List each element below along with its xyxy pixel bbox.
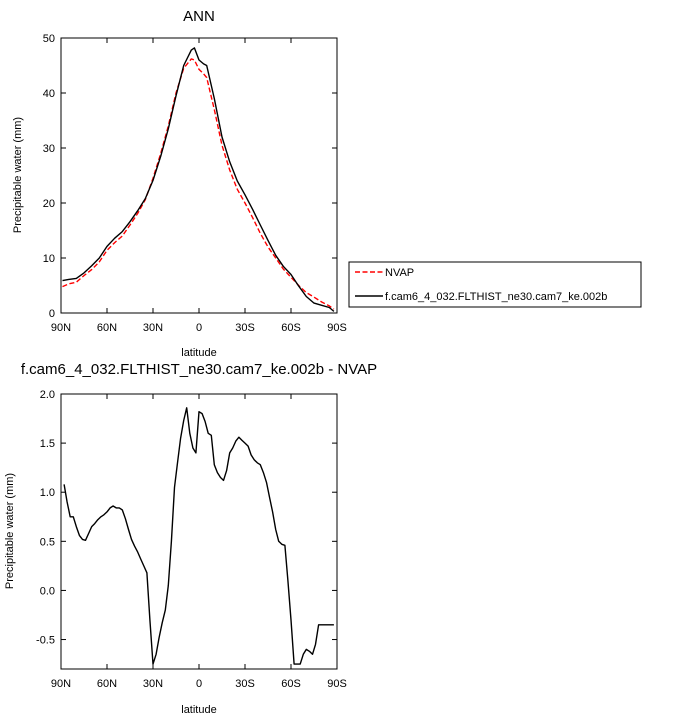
bottom-chart-x-tick-label: 60S: [281, 678, 301, 690]
bottom-chart-x-tick-label: 0: [196, 678, 202, 690]
top-chart-y-tick-label: 30: [43, 143, 55, 155]
top-chart-y-tick-label: 20: [43, 198, 55, 210]
legend-box: [348, 261, 642, 308]
top-chart-x-tick-label: 60N: [97, 322, 117, 334]
top-chart-y-tick-label: 0: [49, 308, 55, 320]
bottom-chart-x-tick-label: 90N: [51, 678, 71, 690]
top-chart-x-tick-label: 30N: [143, 322, 163, 334]
legend-label-nvap: NVAP: [385, 267, 414, 279]
top-chart-x-axis-label: latitude: [181, 347, 216, 359]
top-chart-plot-frame: [60, 37, 338, 314]
top-chart-y-axis-label: Precipitable water (mm): [12, 117, 24, 233]
bottom-chart-x-tick-label: 30S: [235, 678, 255, 690]
top-chart-y-tick-label: 40: [43, 88, 55, 100]
top-chart-x-tick-label: 0: [196, 322, 202, 334]
top-chart-series-line-1: [62, 47, 335, 312]
bottom-chart-y-axis-label: Precipitable water (mm): [4, 473, 16, 589]
bottom-chart-y-tick-label: 0.5: [40, 536, 55, 548]
top-chart-panel: ANN 90N 60N 30N 0 30S 60S 90S 0 10 20 30 40 50 lati…: [12, 8, 642, 359]
top-chart-x-tick-label: 30S: [235, 322, 255, 334]
bottom-chart-series-line-0: [63, 407, 334, 665]
bottom-chart-x-tick-label: 60N: [97, 678, 117, 690]
bottom-chart-x-axis-label: latitude: [181, 704, 216, 716]
bottom-chart-panel: f.cam6_4_032.FLTHIST_ne30.cam7_ke.002b -…: [4, 361, 377, 716]
top-chart-x-tick-label: 60S: [281, 322, 301, 334]
bottom-chart-x-tick-label: 30N: [143, 678, 163, 690]
bottom-chart-plot-frame: [60, 393, 338, 670]
legend-label-model: f.cam6_4_032.FLTHIST_ne30.cam7_ke.002b: [385, 291, 607, 303]
legend: NVAP f.cam6_4_032.FLTHIST_ne30.cam7_ke.0…: [348, 261, 642, 308]
top-chart-x-tick-label: 90N: [51, 322, 71, 334]
top-chart-series-line-0: [62, 58, 335, 310]
top-chart-title: ANN: [183, 8, 215, 25]
bottom-chart-x-tick-label: 90S: [327, 678, 347, 690]
top-chart-x-tick-label: 90S: [327, 322, 347, 334]
bottom-chart-y-tick-label: -0.5: [36, 635, 55, 647]
bottom-chart-y-tick-label: 2.0: [40, 389, 55, 401]
bottom-chart-y-tick-label: 0.0: [40, 585, 55, 597]
bottom-chart-y-tick-label: 1.5: [40, 438, 55, 450]
bottom-chart-title: f.cam6_4_032.FLTHIST_ne30.cam7_ke.002b -…: [21, 361, 377, 378]
top-chart-y-tick-label: 10: [43, 253, 55, 265]
top-chart-y-tick-label: 50: [43, 33, 55, 45]
bottom-chart-y-tick-label: 1.0: [40, 487, 55, 499]
